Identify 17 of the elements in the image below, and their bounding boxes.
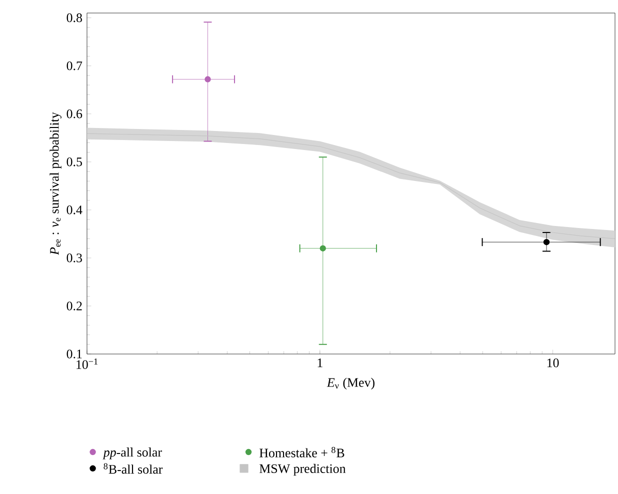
legend-label: MSW prediction: [260, 464, 346, 476]
y-tick-label: 0.1: [66, 350, 82, 358]
x-tick-label: 10$^{−1}$: [76, 358, 98, 369]
y-tick-label: 0.6: [66, 109, 82, 118]
x-tick-label: 1: [318, 358, 322, 368]
x-tick-label: 10: [547, 358, 559, 368]
y-tick-label: 0.7: [66, 61, 82, 70]
legend-label: Homestake + $^{8}$B: [260, 446, 344, 458]
legend-label: pp-all solar: [102, 448, 162, 460]
legend-label: $^{8}$B-all solar: [104, 463, 163, 474]
y-tick-label: 0.8: [66, 13, 82, 22]
y-tick-label: 0.2: [66, 302, 82, 310]
y-axis-title: P$_{ee}$ : ν$_{e}$ survival probability: [50, 112, 62, 256]
y-tick-label: 0.3: [66, 254, 82, 262]
y-tick-label: 0.4: [66, 206, 82, 214]
x-axis-title: E$_{ν}$ (Mev): [326, 378, 374, 390]
y-tick-label: 0.5: [66, 158, 82, 166]
